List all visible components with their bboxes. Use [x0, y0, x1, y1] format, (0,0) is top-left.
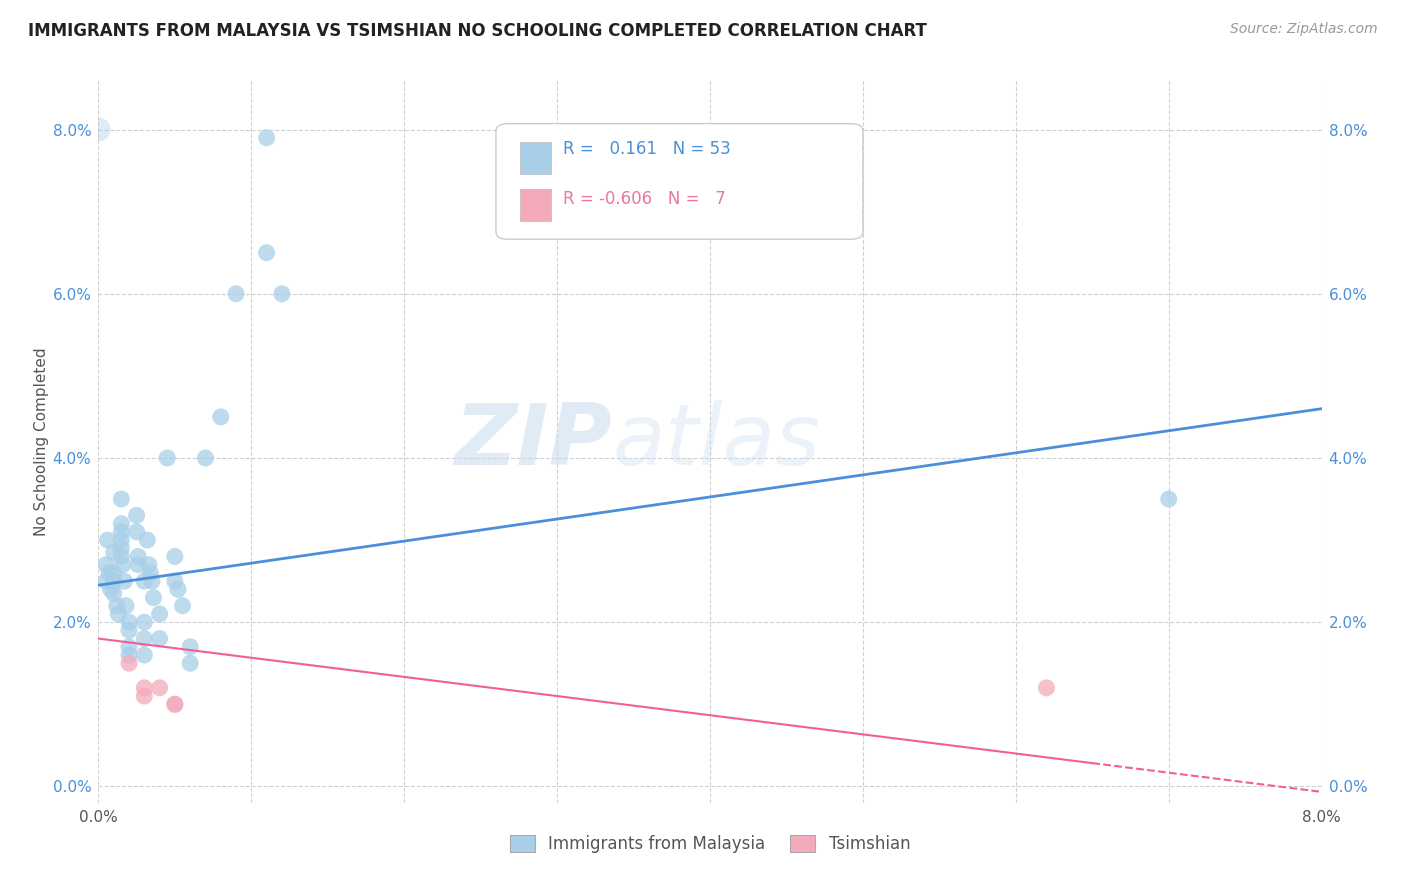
FancyBboxPatch shape [496, 124, 863, 239]
Text: IMMIGRANTS FROM MALAYSIA VS TSIMSHIAN NO SCHOOLING COMPLETED CORRELATION CHART: IMMIGRANTS FROM MALAYSIA VS TSIMSHIAN NO… [28, 22, 927, 40]
Point [179, 640, 201, 654]
Point [115, 599, 138, 613]
Point [94, 558, 117, 572]
Point [141, 574, 163, 588]
Point [163, 698, 186, 712]
Point [1035, 681, 1057, 695]
FancyBboxPatch shape [520, 142, 551, 174]
Point [127, 558, 149, 572]
Point [100, 582, 122, 597]
Point [149, 632, 172, 646]
Point [149, 607, 172, 621]
Point [110, 491, 132, 506]
Point [179, 657, 201, 671]
Point [270, 286, 294, 301]
Point [125, 524, 148, 539]
Point [167, 582, 190, 597]
Point [163, 574, 186, 588]
Point [138, 558, 160, 572]
Point [112, 574, 135, 588]
Point [103, 566, 125, 580]
Text: ZIP: ZIP [454, 400, 612, 483]
Point [110, 549, 132, 564]
Point [125, 508, 148, 523]
Text: atlas: atlas [612, 400, 820, 483]
Point [118, 657, 141, 671]
Point [118, 624, 141, 638]
Point [94, 574, 117, 588]
Point [194, 450, 217, 465]
Point [110, 524, 132, 539]
Point [118, 648, 141, 662]
Point [225, 286, 247, 301]
Point [103, 586, 125, 600]
Point [163, 549, 186, 564]
Point [149, 681, 172, 695]
Point [134, 648, 156, 662]
Point [256, 245, 278, 260]
Point [103, 574, 125, 588]
Point [163, 698, 186, 712]
Point [134, 689, 156, 703]
Legend: Immigrants from Malaysia, Tsimshian: Immigrants from Malaysia, Tsimshian [503, 828, 917, 860]
Point [136, 533, 159, 547]
Text: Source: ZipAtlas.com: Source: ZipAtlas.com [1230, 22, 1378, 37]
Text: R = -0.606   N =   7: R = -0.606 N = 7 [564, 191, 725, 209]
Point [256, 130, 278, 145]
Point [209, 409, 232, 424]
Point [118, 615, 141, 630]
Point [87, 122, 110, 136]
Point [111, 558, 134, 572]
Point [134, 574, 156, 588]
Point [134, 632, 156, 646]
Point [134, 681, 156, 695]
Point [110, 533, 132, 547]
Point [139, 566, 162, 580]
Point [127, 549, 149, 564]
FancyBboxPatch shape [520, 188, 551, 221]
Text: R =   0.161   N = 53: R = 0.161 N = 53 [564, 140, 731, 158]
Point [142, 591, 165, 605]
Point [134, 615, 156, 630]
Point [110, 516, 132, 531]
Point [172, 599, 194, 613]
Point [98, 566, 121, 580]
Point [97, 533, 120, 547]
Y-axis label: No Schooling Completed: No Schooling Completed [34, 347, 49, 536]
Point [118, 640, 141, 654]
Point [103, 545, 125, 559]
Point [156, 450, 179, 465]
Point [107, 607, 129, 621]
Point [110, 541, 132, 556]
Point [105, 599, 128, 613]
Point [1157, 491, 1180, 506]
